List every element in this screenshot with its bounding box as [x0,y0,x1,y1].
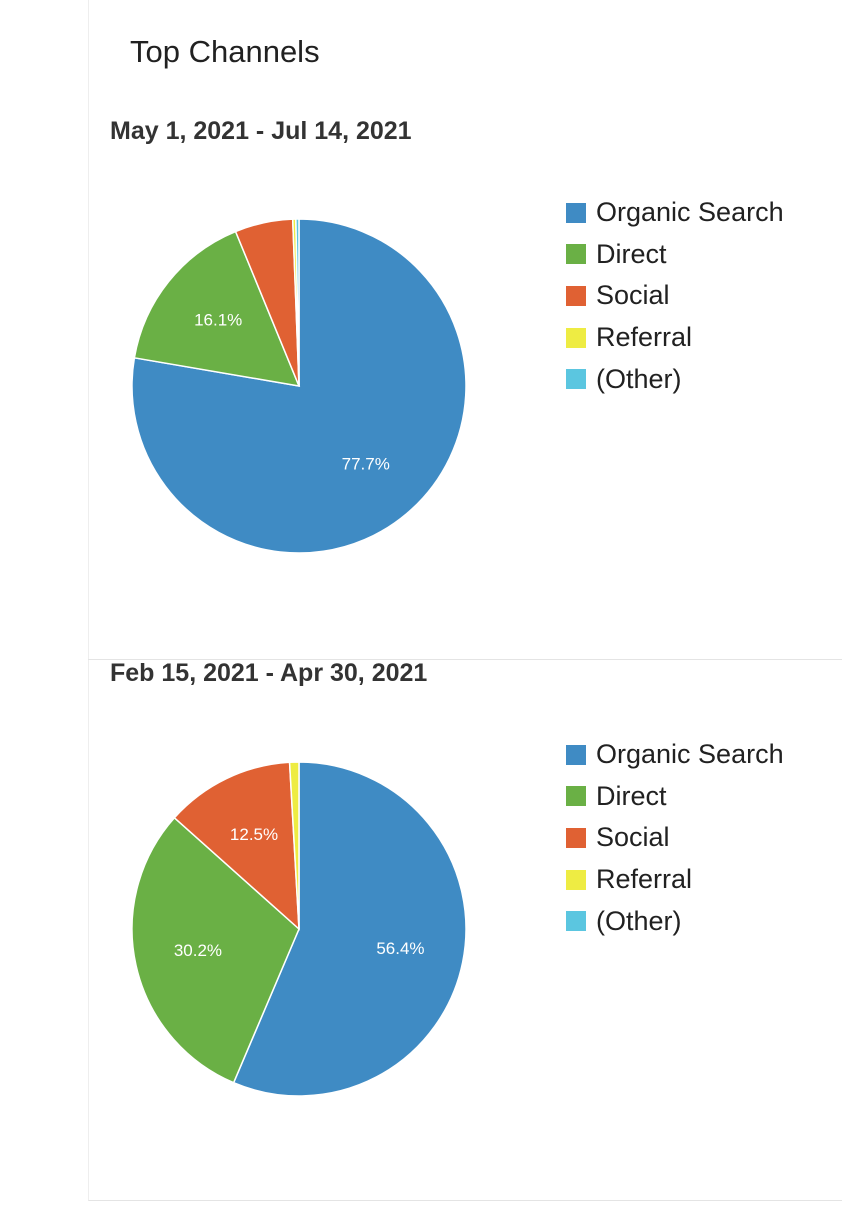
chart-1-legend-item-social[interactable]: Social [566,275,784,317]
chart-1-legend: Organic Search Direct Social Referral (Other… [566,192,784,400]
chart-1-title: May 1, 2021 - Jul 14, 2021 [110,117,412,145]
legend-label: Social [596,280,670,311]
chart-1-legend-item-other[interactable]: (Other) [566,358,784,400]
legend-swatch-icon [566,244,586,265]
legend-label: Direct [596,238,667,269]
chart-2-legend-item-other[interactable]: (Other) [566,900,784,942]
chart-2-legend-item-social[interactable]: Social [566,817,784,859]
legend-swatch-icon [566,202,586,223]
legend-swatch-icon [566,869,586,890]
chart-2-legend-item-direct[interactable]: Direct [566,776,784,818]
page-title: Top Channels [130,34,320,69]
legend-label: Organic Search [596,739,784,770]
chart-1-legend-item-direct[interactable]: Direct [566,234,784,276]
chart-1-legend-item-referral[interactable]: Referral [566,317,784,359]
section-divider [88,659,842,660]
chart-1-legend-item-organic-search[interactable]: Organic Search [566,192,784,234]
legend-swatch-icon [566,786,586,807]
legend-swatch-icon [566,827,586,848]
legend-label: Referral [596,864,693,895]
chart-2-title: Feb 15, 2021 - Apr 30, 2021 [110,659,428,687]
legend-label: Direct [596,780,667,811]
legend-swatch-icon [566,369,586,390]
legend-swatch-icon [566,285,586,306]
legend-label: Social [596,822,670,853]
chart-2-legend: Organic Search Direct Social Referral (Other… [566,734,784,942]
legend-label: (Other) [596,905,682,936]
legend-label: Referral [596,322,693,353]
legend-swatch-icon [566,744,586,765]
legend-swatch-icon [566,911,586,932]
report-panel [88,0,842,1201]
legend-swatch-icon [566,327,586,348]
chart-2-legend-item-organic-search[interactable]: Organic Search [566,734,784,776]
legend-label: (Other) [596,363,682,394]
chart-2-legend-item-referral[interactable]: Referral [566,859,784,901]
legend-label: Organic Search [596,197,784,228]
